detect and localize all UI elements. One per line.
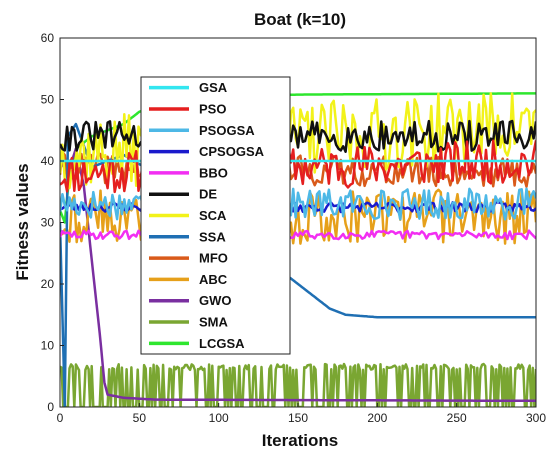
legend-label-bbo: BBO — [199, 165, 228, 180]
legend-label-de: DE — [199, 187, 217, 202]
legend-label-sca: SCA — [199, 208, 227, 223]
y-tick-label: 50 — [41, 93, 55, 107]
legend-label-gsa: GSA — [199, 80, 228, 95]
series-line-ssa — [60, 122, 536, 407]
y-tick-label: 20 — [41, 277, 55, 291]
y-tick-label: 0 — [47, 400, 54, 414]
series-line-psogsa — [60, 187, 536, 221]
legend-label-ssa: SSA — [199, 229, 226, 244]
y-tick-label: 40 — [41, 154, 55, 168]
legend-label-psogsa: PSOGSA — [199, 123, 255, 138]
series-line-lcgsa — [60, 92, 536, 224]
series-layer — [60, 92, 536, 407]
ticks-layer: 0 50 100 150 200 250 300 0 10 20 30 40 50 60 — [41, 31, 547, 425]
legend-label-cpsogsa: CPSOGSA — [199, 144, 265, 159]
legend-label-sma: SMA — [199, 315, 229, 330]
series-line-mfo — [60, 150, 536, 188]
series-line-gwo — [60, 147, 536, 403]
y-axis-label: Fitness values — [13, 163, 32, 280]
series-line-sma — [60, 362, 536, 407]
x-tick-label: 50 — [133, 411, 147, 425]
x-tick-label: 150 — [288, 411, 308, 425]
y-tick-label: 30 — [41, 216, 55, 230]
x-tick-label: 250 — [447, 411, 467, 425]
y-tick-label: 60 — [41, 31, 55, 45]
legend-label-gwo: GWO — [199, 293, 232, 308]
x-tick-label: 100 — [209, 411, 229, 425]
x-tick-label: 200 — [367, 411, 387, 425]
y-tick-label: 10 — [41, 339, 55, 353]
series-line-de — [60, 119, 536, 153]
series-line-pso — [60, 139, 536, 194]
x-tick-label: 0 — [57, 411, 64, 425]
legend-label-abc: ABC — [199, 272, 228, 287]
x-axis-label: Iterations — [262, 431, 339, 450]
chart-title: Boat (k=10) — [254, 10, 346, 29]
legend: GSA PSO PSOGSA CPSOGSA BBO DE SCA SSA MFO ABC GWO S… — [140, 76, 291, 355]
legend-label-pso: PSO — [199, 101, 226, 116]
legend-label-mfo: MFO — [199, 251, 228, 266]
x-tick-label: 300 — [526, 411, 546, 425]
legend-label-lcgsa: LCGSA — [199, 336, 245, 351]
series-line-bbo — [60, 229, 536, 241]
